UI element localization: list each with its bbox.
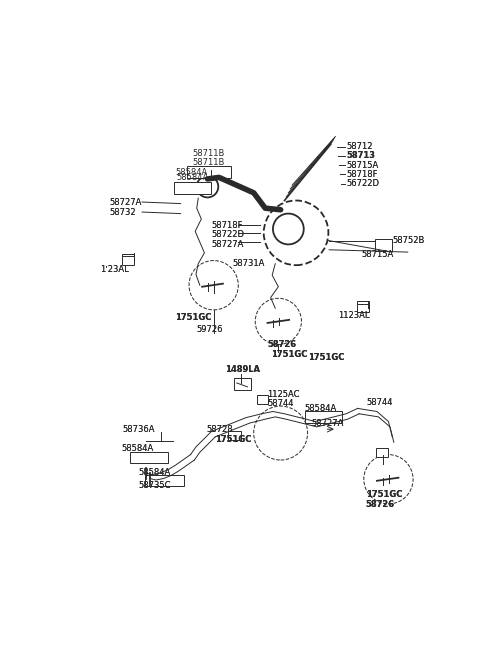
Text: 58727A: 58727A	[211, 240, 244, 249]
FancyBboxPatch shape	[145, 474, 184, 486]
Text: 1751GC: 1751GC	[308, 353, 344, 362]
FancyBboxPatch shape	[130, 451, 168, 463]
Text: 58718F: 58718F	[346, 170, 378, 179]
FancyBboxPatch shape	[174, 182, 211, 194]
Text: 1ʼ23AL: 1ʼ23AL	[100, 265, 129, 275]
Text: 58715A: 58715A	[346, 160, 378, 170]
Text: 1751GC: 1751GC	[215, 436, 252, 445]
Text: 58712: 58712	[346, 142, 372, 151]
Text: 1751GC: 1751GC	[175, 313, 212, 322]
Text: 58712: 58712	[346, 142, 372, 151]
Text: 58744: 58744	[366, 397, 393, 407]
Text: 58732: 58732	[109, 208, 135, 217]
FancyBboxPatch shape	[374, 239, 392, 252]
Text: 1125AC: 1125AC	[267, 390, 300, 399]
FancyBboxPatch shape	[188, 166, 231, 178]
Text: 58722D: 58722D	[211, 230, 244, 239]
Text: 58736A: 58736A	[123, 424, 156, 434]
Text: 58584A: 58584A	[138, 468, 170, 477]
Text: 59726: 59726	[196, 325, 222, 334]
Text: 58727A: 58727A	[312, 419, 344, 428]
Text: 58732: 58732	[109, 208, 135, 217]
Text: 1751GC: 1751GC	[366, 490, 403, 499]
Text: 58584A: 58584A	[121, 444, 154, 453]
Text: 58726: 58726	[365, 500, 395, 509]
Text: 58736A: 58736A	[123, 424, 156, 434]
Text: 1123AL: 1123AL	[338, 311, 370, 320]
Text: 58718F: 58718F	[211, 221, 243, 230]
Text: 1751GC: 1751GC	[308, 353, 344, 362]
Text: 59726: 59726	[196, 325, 222, 334]
Text: 58713: 58713	[346, 151, 375, 160]
Text: 58584A: 58584A	[175, 168, 207, 177]
Text: 58728: 58728	[206, 426, 233, 434]
Text: 58727A: 58727A	[211, 240, 244, 249]
Text: 58718F: 58718F	[346, 170, 378, 179]
Text: 56722D: 56722D	[346, 179, 379, 188]
Text: 58731A: 58731A	[232, 259, 264, 268]
Text: 58711B: 58711B	[192, 149, 225, 158]
Text: 1ʼ23AL: 1ʼ23AL	[100, 265, 129, 275]
Text: 1751GC: 1751GC	[215, 436, 252, 445]
FancyBboxPatch shape	[228, 431, 240, 440]
Text: 58722D: 58722D	[211, 230, 244, 239]
Text: 58731A: 58731A	[232, 259, 264, 268]
Text: 58727A: 58727A	[109, 198, 141, 206]
Text: 58584A: 58584A	[138, 468, 170, 477]
Text: 58744: 58744	[267, 399, 294, 408]
Text: 58744: 58744	[267, 399, 294, 408]
Text: 58584A: 58584A	[121, 444, 154, 453]
Text: 58713: 58713	[346, 151, 375, 160]
Text: 58744: 58744	[366, 397, 393, 407]
Text: 1125AC: 1125AC	[267, 390, 300, 399]
Text: 58711B: 58711B	[192, 158, 225, 166]
Text: 58584A: 58584A	[304, 404, 337, 413]
Text: 58752B: 58752B	[392, 236, 425, 245]
Text: 58726: 58726	[267, 340, 297, 349]
Text: 56722D: 56722D	[346, 179, 379, 188]
FancyBboxPatch shape	[305, 411, 342, 423]
Text: 58752B: 58752B	[392, 236, 425, 245]
Text: 1123AL: 1123AL	[338, 311, 370, 320]
Text: 1751GC: 1751GC	[271, 350, 307, 359]
Text: 58727A: 58727A	[312, 419, 344, 428]
Text: 58728: 58728	[206, 426, 233, 434]
Text: 58715A: 58715A	[361, 250, 394, 259]
FancyBboxPatch shape	[234, 378, 251, 390]
FancyBboxPatch shape	[357, 302, 369, 312]
Text: 58584A: 58584A	[177, 173, 209, 182]
Text: 58718F: 58718F	[211, 221, 243, 230]
Text: 1751GC: 1751GC	[175, 313, 212, 322]
Text: 58735C: 58735C	[138, 481, 171, 490]
Text: 58584A: 58584A	[304, 404, 337, 413]
Text: 1751GC: 1751GC	[271, 350, 307, 359]
Text: 1751GC: 1751GC	[366, 490, 403, 499]
Text: 58715A: 58715A	[346, 160, 378, 170]
FancyBboxPatch shape	[376, 447, 388, 457]
FancyBboxPatch shape	[122, 254, 134, 265]
Text: 58715A: 58715A	[361, 250, 394, 259]
Text: 58726: 58726	[267, 340, 297, 349]
Text: 1489LA: 1489LA	[225, 365, 260, 374]
Text: 58726: 58726	[365, 500, 395, 509]
Text: 1489LA: 1489LA	[225, 365, 260, 374]
FancyBboxPatch shape	[257, 395, 267, 404]
Text: 58735C: 58735C	[138, 481, 171, 490]
Text: 58727A: 58727A	[109, 198, 141, 206]
